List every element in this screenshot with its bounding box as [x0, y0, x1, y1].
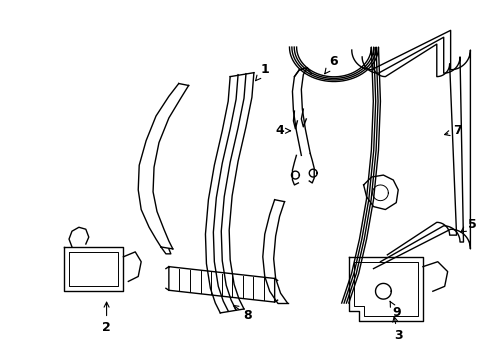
Text: 8: 8 — [233, 305, 252, 322]
Text: 1: 1 — [255, 63, 268, 81]
Text: 4: 4 — [275, 124, 290, 137]
Text: 2: 2 — [102, 302, 111, 334]
Text: 3: 3 — [392, 317, 402, 342]
Text: 7: 7 — [444, 124, 461, 137]
Text: 9: 9 — [389, 301, 400, 319]
Text: 6: 6 — [324, 55, 338, 74]
Text: 5: 5 — [460, 218, 476, 232]
